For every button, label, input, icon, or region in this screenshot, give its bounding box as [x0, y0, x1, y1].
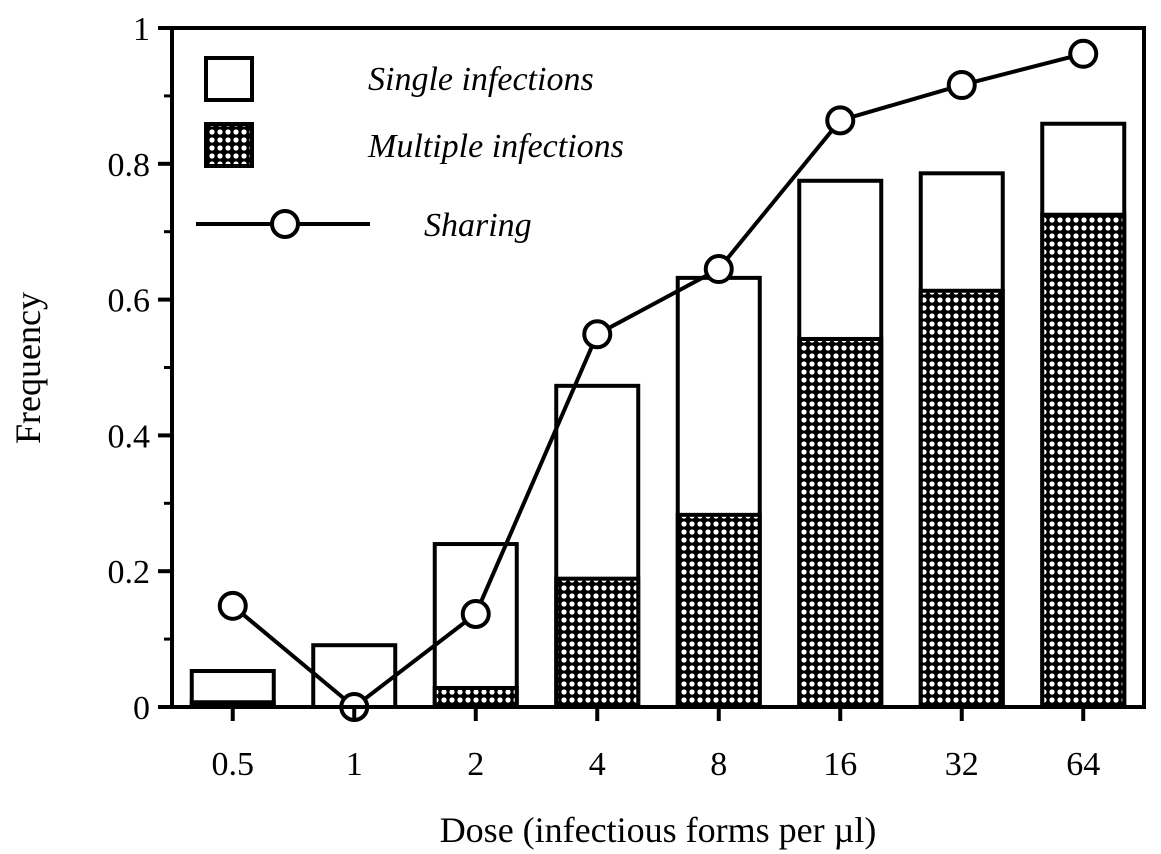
y-tick-label-0.8: 0.8: [108, 147, 151, 184]
bar-multiple-32: [918, 288, 1005, 709]
sharing-point-0.5: [217, 590, 248, 621]
sharing-point-2: [460, 598, 491, 629]
axes: 0 0.2 0.4 0.6 0.8 1 0.5 1 2 4 8 16 32 64: [108, 11, 1146, 783]
bar-multiple-64: [1040, 212, 1127, 709]
sharing-point-4: [582, 319, 613, 350]
y-tick-label-0.2: 0.2: [108, 554, 151, 591]
x-tick-label-2: 2: [467, 746, 484, 783]
y-tick-label-1: 1: [133, 11, 150, 48]
bar-multiple-4: [554, 576, 641, 709]
y-tick-label-0.6: 0.6: [108, 283, 151, 320]
bar-multiple-16: [797, 336, 884, 709]
legend-label-sharing: Sharing: [424, 207, 532, 244]
sharing-polyline: [231, 51, 1084, 710]
x-tick-label-4: 4: [589, 746, 606, 783]
y-axis-label: Frequency: [8, 292, 48, 444]
legend-marker-sharing: [270, 209, 300, 239]
legend-label-single: Single infections: [368, 61, 594, 98]
legend-swatch-single: [204, 56, 254, 102]
bar-multiple-2: [432, 685, 519, 709]
sharing-point-64: [1068, 38, 1099, 69]
x-tick-label-1: 1: [346, 746, 363, 783]
sharing-point-32: [946, 70, 977, 101]
x-tick-label-0.5: 0.5: [212, 746, 255, 783]
bars: [189, 121, 1127, 710]
y-tick-label-0.4: 0.4: [108, 418, 151, 455]
legend-label-multiple: Multiple infections: [367, 128, 624, 165]
x-tick-label-16: 16: [823, 746, 857, 783]
y-tick-label-0: 0: [133, 690, 150, 727]
x-axis-label: Dose (infectious forms per µl): [440, 810, 877, 850]
x-tick-label-8: 8: [710, 746, 727, 783]
x-tick-label-64: 64: [1066, 746, 1100, 783]
legend: Single infections Multiple infections Sh…: [196, 56, 624, 244]
sharing-line: [217, 38, 1099, 722]
sharing-point-8: [703, 254, 734, 285]
bar-multiple-8: [675, 512, 762, 710]
sharing-point-16: [825, 105, 856, 136]
x-tick-label-32: 32: [945, 746, 979, 783]
legend-swatch-multiple: [204, 122, 254, 168]
